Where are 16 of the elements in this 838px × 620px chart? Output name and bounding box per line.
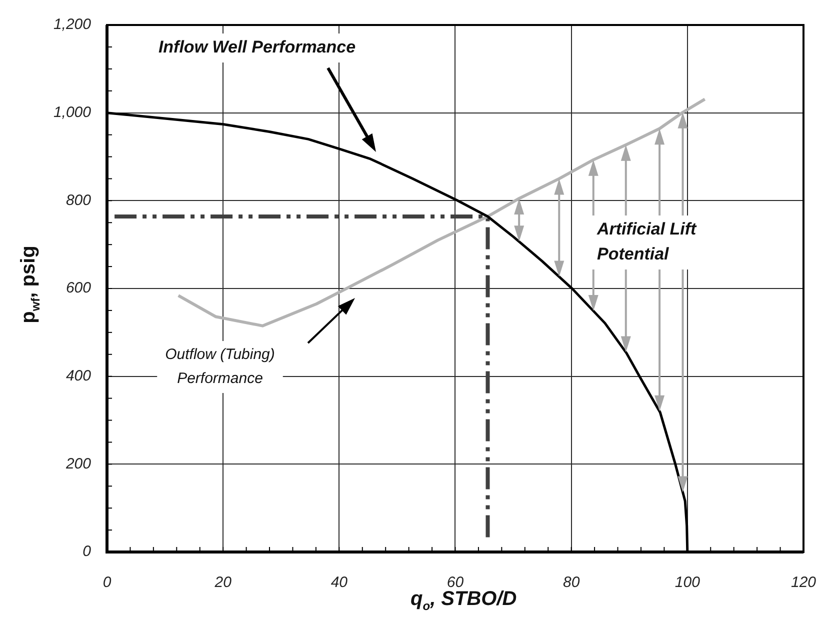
x-tick-label: 80 [562,574,580,592]
y-tick-label: 0 [82,543,92,560]
y-tick-label: 400 [66,368,92,385]
x-tick-label: 20 [214,574,232,592]
y-tick-label: 600 [66,280,92,297]
y-tick-label: 1,200 [53,16,92,34]
annotation: Outflow (Tubing) Performance [165,346,275,388]
x-tick-label: 100 [674,574,701,592]
x-tick-label: 40 [330,574,348,592]
y-tick-label: 800 [66,192,92,209]
y-tick-label: 200 [64,455,92,472]
annotation: Inflow Well Performance [158,38,356,57]
x-tick-label: 120 [790,574,817,592]
x-tick-label: 0 [102,574,112,592]
annotation: Artificial Lift Potential [596,220,698,264]
y-tick-label: 1,000 [53,104,92,122]
